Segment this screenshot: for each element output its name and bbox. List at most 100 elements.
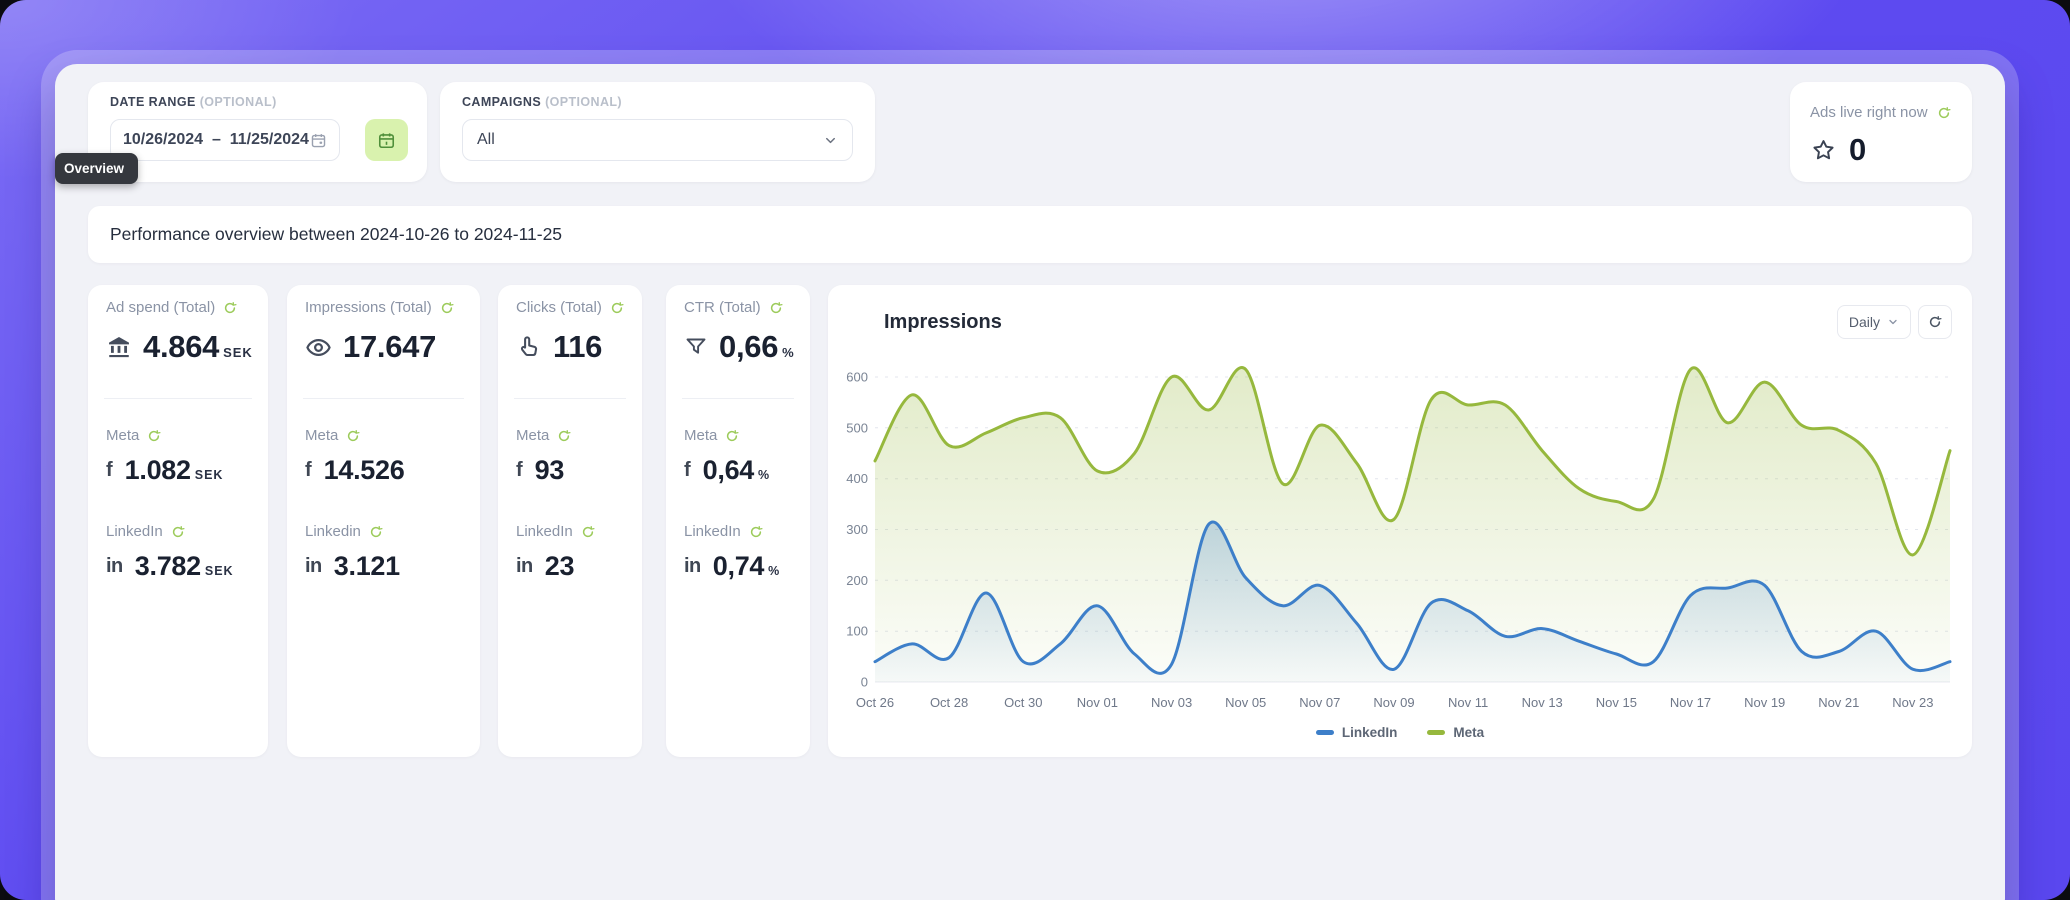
refresh-icon[interactable] — [171, 525, 185, 539]
refresh-icon[interactable] — [769, 301, 783, 315]
date-range-input[interactable]: 10/26/2024 – 11/25/2024 — [110, 119, 340, 161]
refresh-icon[interactable] — [369, 525, 383, 539]
metric-total-suffix: SEK — [223, 345, 253, 360]
performance-overview-heading: Performance overview between 2024-10-26 … — [110, 224, 563, 244]
refresh-icon[interactable] — [749, 525, 763, 539]
platform-suffix: SEK — [194, 468, 224, 482]
chart-title: Impressions — [884, 311, 1002, 333]
platform-value: 0,64 — [702, 455, 755, 485]
platform-label: Meta — [106, 427, 140, 444]
platform-label: Meta — [516, 427, 550, 444]
chevron-down-icon — [1887, 316, 1899, 328]
facebook-icon: f — [305, 459, 312, 481]
svg-text:Nov 05: Nov 05 — [1225, 695, 1266, 710]
svg-text:Nov 17: Nov 17 — [1670, 695, 1711, 710]
svg-text:0: 0 — [861, 675, 868, 690]
campaigns-panel: CAMPAIGNS (OPTIONAL) All — [440, 82, 875, 182]
svg-text:Nov 15: Nov 15 — [1596, 695, 1637, 710]
divider — [514, 398, 626, 399]
funnel-icon — [684, 335, 708, 359]
svg-text:Nov 19: Nov 19 — [1744, 695, 1785, 710]
refresh-icon[interactable] — [440, 301, 454, 315]
performance-overview-bar: Performance overview between 2024-10-26 … — [88, 206, 1972, 263]
facebook-icon: f — [516, 459, 523, 481]
interval-value: Daily — [1848, 314, 1880, 330]
linkedin-icon: in — [106, 555, 123, 577]
refresh-icon[interactable] — [557, 429, 571, 443]
metric-total-value: 0,66 — [719, 329, 779, 364]
platform-label: Meta — [305, 427, 339, 444]
overview-tooltip: Overview — [55, 153, 139, 184]
refresh-icon[interactable] — [725, 429, 739, 443]
metric-total-value: 116 — [553, 329, 603, 364]
campaigns-label: CAMPAIGNS (OPTIONAL) — [462, 95, 622, 109]
svg-text:Nov 13: Nov 13 — [1522, 695, 1563, 710]
platform-label: LinkedIn — [516, 523, 573, 540]
dashboard-card: DATE RANGE (OPTIONAL) 10/26/2024 – 11/25/… — [55, 64, 2005, 900]
divider — [682, 398, 794, 399]
refresh-icon[interactable] — [581, 525, 595, 539]
refresh-icon[interactable] — [346, 429, 360, 443]
legend-item-meta[interactable]: Meta — [1427, 725, 1484, 740]
metric-card-ctr: CTR (Total) 0,66 % Meta f 0,64% LinkedIn … — [666, 285, 810, 757]
interval-select[interactable]: Daily — [1836, 305, 1911, 339]
platform-suffix: SEK — [204, 564, 234, 578]
click-icon — [516, 334, 542, 360]
campaigns-select[interactable]: All — [462, 119, 853, 161]
refresh-icon[interactable] — [610, 301, 624, 315]
chart-legend: LinkedIn Meta — [828, 725, 1972, 740]
divider — [104, 398, 252, 399]
date-range-panel: DATE RANGE (OPTIONAL) 10/26/2024 – 11/25/… — [88, 82, 427, 182]
date-range-label: DATE RANGE (OPTIONAL) — [110, 95, 277, 109]
legend-label: LinkedIn — [1341, 725, 1398, 740]
refresh-icon[interactable] — [1937, 106, 1951, 120]
linkedin-icon: in — [684, 555, 701, 577]
impressions-chart-card: Impressions Daily 0 100 200 300 400 500 600 Oct… — [828, 285, 1972, 757]
open-calendar-button[interactable] — [365, 119, 408, 161]
platform-label: Meta — [684, 427, 718, 444]
metric-total-value: 4.864 — [143, 329, 220, 364]
svg-text:Nov 07: Nov 07 — [1299, 695, 1340, 710]
metric-title: CTR (Total) — [684, 299, 761, 316]
svg-text:600: 600 — [846, 370, 868, 385]
platform-value: 1.082 — [124, 455, 191, 485]
platform-label: LinkedIn — [106, 523, 163, 540]
linkedin-icon: in — [305, 555, 322, 577]
star-icon — [1810, 137, 1837, 164]
platform-value: 3.121 — [333, 551, 400, 581]
legend-swatch — [1315, 730, 1334, 735]
campaigns-selected-value: All — [477, 131, 495, 148]
svg-text:100: 100 — [846, 624, 868, 639]
svg-text:Oct 28: Oct 28 — [930, 695, 968, 710]
linkedin-icon: in — [516, 555, 533, 577]
refresh-icon[interactable] — [147, 429, 161, 443]
svg-text:Oct 30: Oct 30 — [1004, 695, 1042, 710]
refresh-icon[interactable] — [223, 301, 237, 315]
platform-label: Linkedin — [305, 523, 361, 540]
eye-icon — [305, 334, 332, 361]
svg-text:Oct 26: Oct 26 — [856, 695, 894, 710]
svg-text:300: 300 — [846, 522, 868, 537]
metric-card-clicks: Clicks (Total) 116 Meta f 93 LinkedIn in 2… — [498, 285, 642, 757]
svg-text:200: 200 — [846, 573, 868, 588]
chevron-down-icon — [823, 133, 838, 148]
legend-label: Meta — [1453, 725, 1485, 740]
platform-value: 0,74 — [712, 551, 765, 581]
impressions-plot[interactable]: 0 100 200 300 400 500 600 Oct 26 Oct 28 Oct 30 Nov… — [846, 355, 1956, 720]
svg-text:Nov 03: Nov 03 — [1151, 695, 1192, 710]
ads-live-count: 0 — [1849, 132, 1867, 167]
metric-title: Clicks (Total) — [516, 299, 602, 316]
facebook-icon: f — [684, 459, 691, 481]
platform-value: 3.782 — [134, 551, 201, 581]
legend-item-linkedin[interactable]: LinkedIn — [1315, 725, 1398, 740]
svg-text:Nov 11: Nov 11 — [1448, 695, 1488, 710]
campaigns-label-text: CAMPAIGNS — [462, 95, 542, 109]
divider — [303, 398, 464, 399]
platform-value: 14.526 — [323, 455, 405, 485]
svg-text:400: 400 — [846, 471, 868, 486]
ads-live-panel: Ads live right now 0 — [1790, 82, 1972, 182]
metric-title: Impressions (Total) — [305, 299, 432, 316]
date-range-label-text: DATE RANGE — [110, 95, 196, 109]
chart-refresh-button[interactable] — [1918, 305, 1952, 339]
platform-suffix: % — [758, 468, 771, 482]
